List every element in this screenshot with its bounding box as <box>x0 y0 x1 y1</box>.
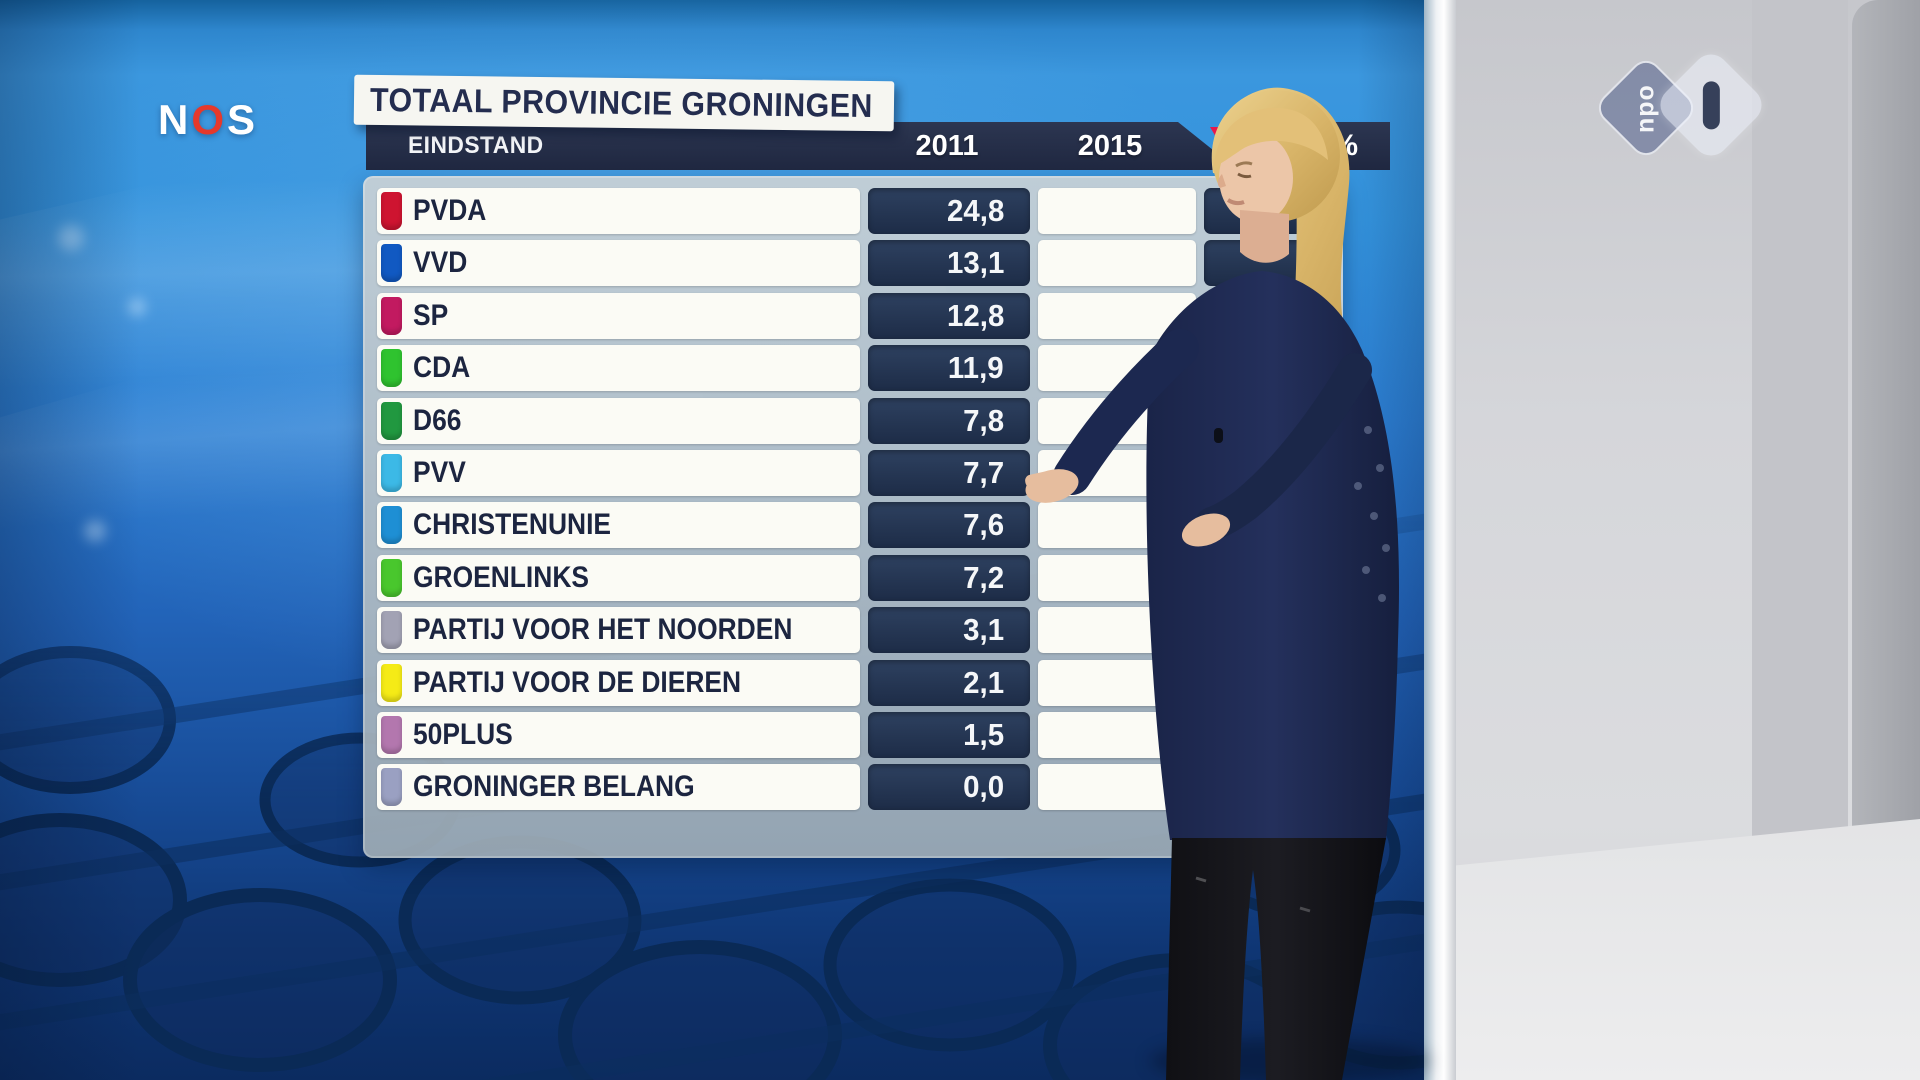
party-color-swatch <box>381 401 402 440</box>
value-2011-cell: 11,9 <box>868 345 1030 392</box>
party-name: PVV <box>413 455 466 489</box>
npo1-watermark: npo <box>1592 47 1769 163</box>
value-2011-cell: 2,1 <box>868 659 1030 706</box>
column-header-2015: 2015 <box>1077 130 1143 162</box>
presenter-pants <box>1166 838 1386 1080</box>
party-name: PARTIJ VOOR DE DIEREN <box>413 665 742 699</box>
party-name-cell: PARTIJ VOOR DE DIEREN <box>377 659 860 706</box>
party-color-swatch <box>381 768 402 807</box>
party-name-cell: PVV <box>377 449 860 496</box>
value-2011-cell: 12,8 <box>868 292 1030 339</box>
party-name: VVD <box>413 246 468 280</box>
video-wall-edge <box>1424 0 1456 1080</box>
page-title: TOTAAL PROVINCIE GRONINGEN <box>369 80 874 125</box>
value-2011-cell: 24,8 <box>868 188 1030 234</box>
party-name-cell: PARTIJ VOOR HET NOORDEN <box>377 607 860 654</box>
nos-logo: NOS <box>158 96 258 144</box>
presenter-hand-right <box>1181 513 1231 547</box>
lavalier-mic <box>1214 428 1223 443</box>
npo-text: npo <box>1631 83 1660 133</box>
channel-1-glyph <box>1702 81 1720 129</box>
party-color-swatch <box>381 715 402 754</box>
party-name-cell: PVDA <box>377 188 860 234</box>
nos-letter-n: N <box>158 96 192 143</box>
party-name-cell: GROENLINKS <box>377 554 860 601</box>
bokeh-dot <box>58 225 84 251</box>
bokeh-dot <box>128 298 146 316</box>
value-2011-cell: 0,0 <box>868 764 1030 811</box>
party-name: PARTIJ VOOR HET NOORDEN <box>413 613 793 647</box>
table-row: VVD 13,1 <box>377 240 1332 287</box>
party-color-swatch <box>381 349 402 388</box>
presenter-neck <box>1240 210 1289 263</box>
value-2011-cell: 7,6 <box>868 502 1030 549</box>
party-name-cell: CDA <box>377 345 860 392</box>
column-header-2011: 2011 <box>915 130 979 162</box>
nos-letter-o: O <box>191 96 228 143</box>
party-name-cell: 50PLUS <box>377 711 860 758</box>
title-box: TOTAAL PROVINCIE GRONINGEN <box>353 74 895 132</box>
party-name-cell: CHRISTENUNIE <box>377 502 860 549</box>
value-2011-cell: 7,2 <box>868 554 1030 601</box>
party-name: GROENLINKS <box>413 560 590 594</box>
party-color-swatch <box>381 296 402 335</box>
value-2011-cell: 7,7 <box>868 449 1030 496</box>
npo-channel1-icon <box>1653 47 1769 163</box>
party-name: 50PLUS <box>413 717 513 751</box>
presenter-face <box>1219 133 1293 223</box>
party-color-swatch <box>381 453 402 492</box>
value-2011-cell: 7,8 <box>868 397 1030 444</box>
party-name-cell: SP <box>377 292 860 339</box>
party-color-swatch <box>381 244 402 283</box>
party-name: PVDA <box>413 194 487 227</box>
party-name: CHRISTENUNIE <box>413 508 612 542</box>
presenter <box>1025 87 1400 1080</box>
value-2015-cell <box>1038 240 1196 287</box>
studio-floor <box>1456 819 1920 1080</box>
subtitle-eindstand: EINDSTAND <box>408 132 544 159</box>
party-color-swatch <box>381 192 402 230</box>
party-color-swatch <box>381 611 402 650</box>
party-color-swatch <box>381 558 402 597</box>
party-name: SP <box>413 298 449 332</box>
party-name: D66 <box>413 403 462 437</box>
party-name-cell: D66 <box>377 397 860 444</box>
value-2011-cell: 1,5 <box>868 711 1030 758</box>
party-name-cell: GRONINGER BELANG <box>377 764 860 811</box>
party-name: GRONINGER BELANG <box>413 770 695 804</box>
party-color-swatch <box>381 663 402 702</box>
value-2015-cell <box>1038 188 1196 234</box>
nos-letter-s: S <box>227 96 259 143</box>
value-2011-cell: 3,1 <box>868 607 1030 654</box>
party-name: CDA <box>413 351 471 385</box>
bokeh-dot <box>84 520 106 542</box>
party-color-swatch <box>381 506 402 545</box>
studio-wall-panel <box>1752 0 1848 850</box>
value-2011-cell: 13,1 <box>868 240 1030 287</box>
party-name-cell: VVD <box>377 240 860 287</box>
